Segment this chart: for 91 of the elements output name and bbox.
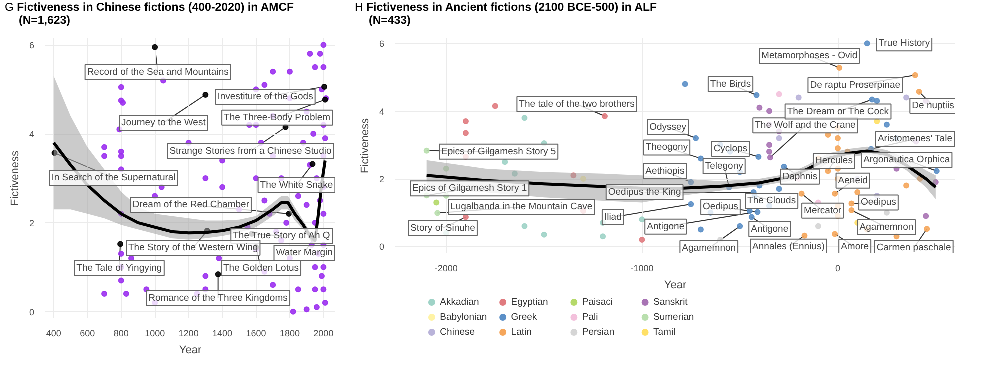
annotation: De raptu Proserpinae [810,80,901,91]
annotation: Argonautica Orphica [864,154,951,166]
annotation: Oedipus the King [608,187,682,198]
annotation: Agamemnon [682,242,736,254]
annotation: Story of Sinuhe [410,222,476,234]
y-axis-title: Fictiveness [9,150,22,206]
annotation: Agamemnon [860,222,914,233]
annotation: True History [878,38,930,50]
chart-subtitle: (N=433) [369,15,411,27]
legend-label: Chinese [440,327,476,338]
annotation: Lugalbanda in the Mountain Cave [450,202,593,213]
y-tick-label: 4 [29,130,35,140]
x-tick-label: 1000 [145,328,166,338]
annotation: Oedipus [861,197,897,208]
legend-label: Paisaci [582,297,614,308]
legend-label: Sanskrit [654,297,688,308]
annotation: Amore [841,242,870,253]
annotation: Record of the Sea and Mountains [87,66,230,78]
annotation: Aristomenes' Tale [878,134,952,145]
x-tick-label: 1200 [178,328,199,338]
y-axis-title: Fictiveness [359,118,372,174]
y-tick-label: 0 [29,307,35,318]
annotation: The White Snake [260,180,334,191]
annotation: The Story of the Western Wing [128,242,258,254]
legend-label: Persian [582,327,615,338]
x-tick-label: 2000 [314,328,334,338]
annotation: The Dream or The Cock [787,106,890,118]
legend-label: Akkadian [440,297,480,308]
annotation: The True Story of Ah Q [233,230,330,242]
y-tick-label: 6 [379,39,385,50]
annotation: Daphnis [782,171,818,182]
annotation: Antigone [751,224,789,235]
annotation: In Search of the Supernatural [52,172,176,184]
legend-label: Pali [582,312,598,323]
annotation: Carmen paschale [876,242,952,254]
annotation: Metamorphoses - Ovid [762,50,858,62]
y-tick-label: 2 [29,218,35,228]
chart-title: Fictiveness in Ancient fictions (2100 BCE-500) in ALF [366,2,658,14]
annotation: Hercules [815,156,854,167]
annotation: Annales (Ennius) [752,241,825,252]
annotation: Mercator [804,205,842,216]
annotation: Telegony [705,160,744,172]
annotation: Epics of Gilgamesh Story 5 [442,146,556,158]
annotation: Aeneid [838,175,868,186]
x-tick-label: 1800 [280,328,300,338]
x-tick-label: 600 [80,328,96,338]
annotation: Epics of Gilgamesh Story 1 [412,183,528,194]
annotation: Aethiopis [646,166,685,177]
annotation: The Three-Body Problem [224,112,331,124]
legend-label: Greek [511,312,538,323]
annotation: Dream of the Red Chamber [132,200,250,211]
legend-label: Egyptian [511,297,548,308]
legend-label: Babylonian [440,312,488,323]
x-axis-title: Year [179,344,202,356]
text: G [5,2,14,14]
chart-subtitle: (N=1,623) [19,15,70,27]
x-tick-label: 0 [836,264,841,274]
annotation: De nuptiis [912,100,955,112]
annotation: Journey to the West [122,117,206,128]
annotation: The Tale of Yingying [76,262,162,274]
y-tick-label: 2 [379,174,385,185]
text: H [355,2,364,14]
annotation: Water Margin [276,247,333,258]
annotation: The Wolf and the Crane [755,120,856,132]
legend-label: Latin [511,327,532,338]
y-tick-label: 4 [379,106,385,117]
annotation: Cyclops [714,144,748,155]
annotation: Iliad [604,212,622,223]
annotation: Theogony [646,142,688,154]
legend-label: Tamil [654,327,676,338]
y-tick-label: 0 [379,242,385,252]
annotation: The Clouds [748,195,796,206]
x-tick-label: -1000 [630,264,654,274]
y-tick-label: 6 [29,40,35,51]
x-axis-title: Year [664,280,687,292]
annotation: Investiture of the Gods [218,91,314,102]
annotation: Romance of the Three Kingdoms [148,293,288,304]
x-tick-label: 400 [46,328,62,338]
x-tick-label: -2000 [434,264,458,274]
chart-title: Fictiveness in Chinese fictions (400-2020) in AMCF [17,2,294,14]
x-tick-label: 800 [114,328,129,338]
x-tick-label: 1600 [246,328,266,338]
annotation: Oedipus [703,202,739,213]
annotation: The Birds [710,78,752,90]
legend-label: Sumerian [654,312,694,323]
annotation: Strange Stories from a Chinese Studio [170,146,332,157]
annotation: Antigone [647,221,685,232]
x-tick-label: 1400 [212,328,233,338]
annotation: The Golden Lotus [223,262,300,274]
annotation: The tale of the two brothers [519,98,636,110]
annotation: Odyssey [650,122,687,133]
